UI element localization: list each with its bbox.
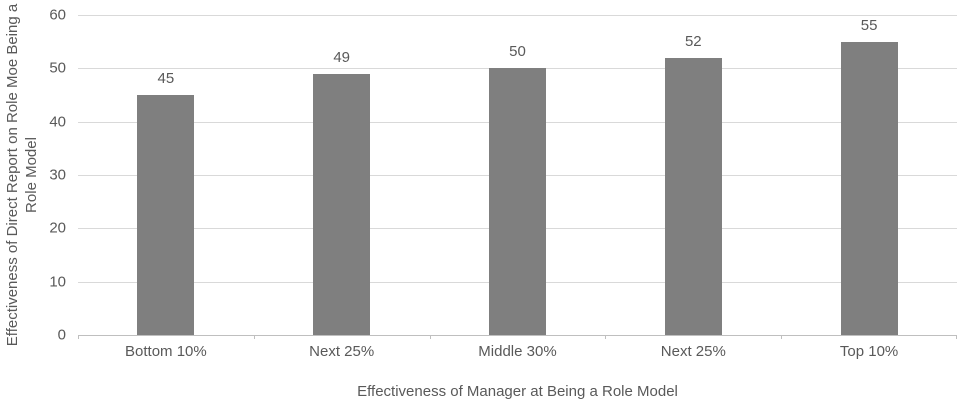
category-label: Top 10% bbox=[839, 343, 899, 360]
x-tick-mark bbox=[956, 335, 957, 339]
category-label: Middle 30% bbox=[478, 343, 557, 360]
bar-value-label: 55 bbox=[860, 16, 878, 34]
y-tick-label: 40 bbox=[49, 113, 66, 131]
x-tick-mark bbox=[430, 335, 431, 339]
bar-value-label: 50 bbox=[509, 43, 526, 61]
x-tick-mark bbox=[781, 335, 782, 339]
bar-value-label: 45 bbox=[157, 70, 175, 87]
x-tick-mark bbox=[605, 335, 606, 339]
bar-value-label: 49 bbox=[333, 48, 351, 66]
y-axis-title-line-1: Effectiveness of Direct Report on Role M… bbox=[4, 3, 21, 347]
y-tick-label: 20 bbox=[49, 219, 66, 237]
category-label: Next 25% bbox=[660, 343, 726, 360]
category-label: Next 25% bbox=[309, 343, 375, 360]
bar bbox=[840, 41, 898, 335]
y-tick-label: 10 bbox=[49, 273, 66, 291]
gridline bbox=[78, 15, 957, 16]
bar-value-label: 52 bbox=[684, 32, 702, 50]
bar bbox=[137, 95, 195, 335]
x-tick-mark bbox=[78, 335, 79, 339]
y-tick-label: 50 bbox=[49, 59, 66, 77]
y-tick-label: 0 bbox=[57, 326, 66, 344]
bar bbox=[664, 57, 722, 335]
x-axis-title: Effectiveness of Manager at Being a Role… bbox=[357, 383, 678, 400]
x-tick-mark bbox=[254, 335, 255, 339]
plot-area: 45 49 50 52 55 bbox=[78, 15, 957, 339]
y-tick-label: 30 bbox=[49, 166, 66, 184]
x-axis-line bbox=[78, 335, 957, 336]
bar bbox=[313, 73, 371, 335]
bar bbox=[489, 68, 546, 335]
category-label: Bottom 10% bbox=[125, 343, 207, 360]
y-tick-label: 60 bbox=[49, 6, 66, 24]
